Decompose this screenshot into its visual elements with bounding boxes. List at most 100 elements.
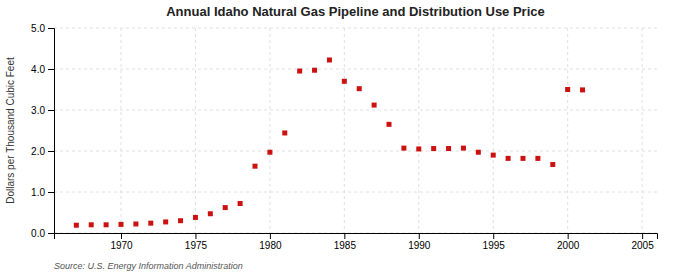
x-grid-line: [121, 28, 122, 233]
x-tick: 1985: [334, 233, 357, 251]
point: [163, 219, 168, 224]
y-grid-line: [54, 192, 657, 193]
point: [89, 222, 94, 227]
point: [297, 69, 302, 74]
title: Annual Idaho Natural Gas Pipeline and Di…: [166, 4, 545, 19]
point: [416, 146, 421, 151]
point: [521, 156, 526, 161]
x-tick-label: 2000: [557, 240, 580, 251]
y-axis-line: [48, 29, 55, 234]
point: [253, 164, 258, 169]
point: [178, 218, 183, 223]
point: [104, 222, 109, 227]
y-tick-label: 4.0: [31, 64, 45, 75]
x-grid-line: [195, 28, 196, 233]
point: [312, 68, 317, 73]
point: [148, 221, 153, 226]
y-tick: 4.0: [31, 64, 54, 75]
x-grid-line: [493, 28, 494, 233]
y-axis: 0.0 1.0 2.0 3.0 4.0 5.0: [31, 23, 54, 239]
source-note: Source: U.S. Energy Information Administ…: [54, 261, 243, 271]
point: [208, 211, 213, 216]
x-tick-mark: [344, 233, 345, 239]
x-tick: 1970: [110, 233, 133, 251]
y-tick: 0.0: [31, 228, 54, 239]
point: [119, 222, 124, 227]
x-tick-label: 1975: [185, 240, 208, 251]
x-tick-label: 1995: [483, 240, 506, 251]
y-tick-mark: [48, 110, 54, 111]
x-tick-mark: [493, 233, 494, 239]
x-tick-label: 2005: [631, 240, 654, 251]
y-tick-mark: [48, 69, 54, 70]
y-tick: 2.0: [31, 146, 54, 157]
x-tick: 2000: [557, 233, 580, 251]
point: [446, 146, 451, 151]
x-tick: 1995: [483, 233, 506, 251]
x-tick-mark: [195, 233, 196, 239]
point: [387, 122, 392, 127]
y-grid-line: [54, 151, 657, 152]
point: [550, 162, 555, 167]
point: [476, 150, 481, 155]
x-tick-label: 1990: [408, 240, 431, 251]
y-tick-mark: [48, 233, 54, 234]
point: [74, 223, 79, 228]
x-grid-line: [344, 28, 345, 233]
x-tick-mark: [121, 233, 122, 239]
x-tick-mark: [419, 233, 420, 239]
point: [401, 146, 406, 151]
point: [491, 153, 496, 158]
x-tick-mark: [568, 233, 569, 239]
x-tick: 1990: [408, 233, 431, 251]
points: [74, 57, 585, 227]
point: [327, 57, 332, 62]
point: [133, 221, 138, 226]
y-tick-label: 2.0: [31, 146, 45, 157]
x-tick: 1980: [259, 233, 282, 251]
x-grid-line: [418, 28, 419, 233]
y-tick-mark: [48, 151, 54, 152]
x-axis: 1970 1975 1980 1985 1990 1995 2000 2005: [55, 233, 658, 251]
point: [565, 87, 570, 92]
grid: [54, 28, 657, 233]
y-tick-label: 1.0: [31, 187, 45, 198]
x-grid-line: [567, 28, 568, 233]
x-grid-line: [269, 28, 270, 233]
point: [357, 86, 362, 91]
y-tick-mark: [48, 28, 54, 29]
y-grid-line: [54, 69, 657, 70]
y-tick-label: 3.0: [31, 105, 45, 116]
x-tick-mark: [270, 233, 271, 239]
x-tick-mark: [642, 233, 643, 239]
y-tick: 1.0: [31, 187, 54, 198]
y-axis-title: Dollars per Thousand Cubic Feet: [5, 57, 16, 204]
point: [223, 205, 228, 210]
point: [431, 146, 436, 151]
point: [372, 103, 377, 108]
x-tick: 1975: [185, 233, 208, 251]
y-tick-label: 5.0: [31, 23, 45, 34]
x-tick: 2005: [631, 233, 654, 251]
x-tick-label: 1980: [259, 240, 282, 251]
x-tick-label: 1985: [334, 240, 357, 251]
x-tick-label: 1970: [110, 240, 133, 251]
point: [282, 130, 287, 135]
x-grid-line: [642, 28, 643, 233]
point: [580, 87, 585, 92]
point: [506, 156, 511, 161]
point: [535, 156, 540, 161]
y-tick-mark: [48, 192, 54, 193]
point: [193, 215, 198, 220]
point: [342, 79, 347, 84]
y-tick-label: 0.0: [31, 228, 45, 239]
point: [461, 146, 466, 151]
chart: 1970 1975 1980 1985 1990 1995 2000 2005 0.0 1.0 2.…: [0, 0, 675, 275]
point: [238, 201, 243, 206]
point: [267, 150, 272, 155]
y-grid-line: [54, 28, 657, 29]
y-grid-line: [54, 110, 657, 111]
y-tick: 5.0: [31, 23, 54, 34]
y-tick: 3.0: [31, 105, 54, 116]
x-axis-line: [55, 234, 658, 240]
